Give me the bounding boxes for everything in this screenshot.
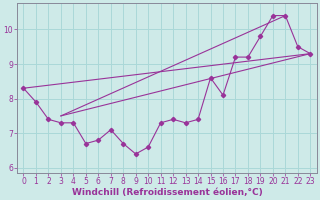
X-axis label: Windchill (Refroidissement éolien,°C): Windchill (Refroidissement éolien,°C) — [72, 188, 262, 197]
